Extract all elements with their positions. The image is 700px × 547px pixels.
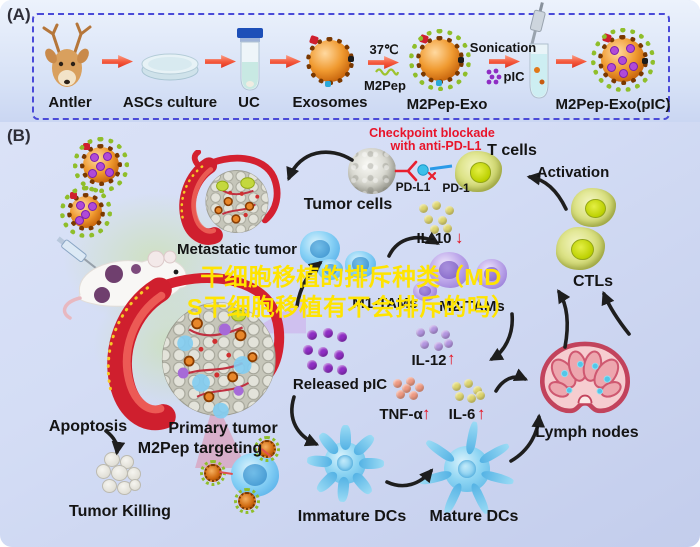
injected-exosome-icon [60, 186, 112, 238]
cell-nucleus [584, 198, 606, 219]
activation-label: Activation [536, 164, 610, 181]
m2pep-targeting-label: M2Pep targeting [137, 440, 263, 457]
lymph-nodes-icon [540, 341, 630, 414]
membrane-protein-blue [325, 81, 331, 87]
ctls-label: CTLs [573, 273, 613, 290]
t-cells-label: T cells [487, 142, 537, 159]
mature-dc-icon [417, 420, 515, 516]
checkpoint-blockade-label-line1: Checkpoint blockade [369, 126, 495, 140]
tnf-a-up-arrow: ↑ [422, 404, 431, 423]
m2pep-peptide-icon [375, 68, 399, 76]
m1-tams-label: M1-TAMs [352, 295, 418, 312]
exosome-icon [306, 34, 354, 87]
immature-dcs-label: Immature DCs [297, 508, 407, 525]
checkpoint-blockade-label-line2: with anti-PD-L1 [390, 139, 482, 153]
watermark-line1: 干细胞移植的排斥种类（MD [200, 264, 502, 290]
m2-tams-label: M2-TAMs [439, 298, 505, 315]
uc-tube-icon [237, 28, 263, 91]
syringe-icon [56, 236, 99, 271]
petri-dish-icon [141, 53, 199, 81]
apoptosis-label: Apoptosis [48, 418, 128, 435]
watermark-text: 干细胞移植的排斥种类（MD S干细胞移植有不会排斥的吗） [170, 262, 532, 322]
pd-1-label: PD-1 [442, 181, 470, 195]
ctl-cell-icon [571, 188, 616, 227]
temp-label: 37℃ [369, 42, 399, 57]
m2-tam-cell [413, 281, 437, 301]
tumor-cells-label: Tumor cells [303, 196, 393, 213]
membrane-protein-black [348, 56, 354, 62]
m2-tam-cell [429, 252, 469, 288]
il-12-label: IL-12 [411, 352, 447, 369]
il-12-up-arrow: ↑ [447, 349, 456, 368]
deer-antler-icon [42, 22, 92, 87]
cell-nucleus [457, 460, 477, 479]
lymph-nodes-label: Lymph nodes [535, 424, 639, 441]
watermark-line2: S干细胞移植有不会排斥的吗） [186, 294, 516, 320]
il-10-down-arrow: ↓ [455, 228, 464, 247]
il-6-label: IL-6 [448, 406, 476, 423]
t-cell-icon [455, 151, 502, 192]
step-label-ascs: ASCs culture [122, 94, 218, 111]
il-6-up-arrow: ↑ [477, 404, 486, 423]
step-label-uc: UC [238, 94, 260, 111]
cell-nucleus [469, 162, 492, 183]
step-label-m2pep-exo: M2Pep-Exo [406, 96, 488, 113]
m1-tam-cell [345, 251, 376, 278]
metastatic-tumor-illustration [179, 150, 281, 245]
m2-tam-cell [476, 259, 507, 289]
pd-l1-pd-1-checkpoint-icon [394, 160, 453, 182]
primary-tumor-label: Primary tumor [168, 420, 278, 437]
panel-a-tag: (A) [7, 5, 31, 24]
mature-dcs-label: Mature DCs [429, 508, 519, 525]
metastatic-tumor-label: Metastatic tumor [176, 241, 298, 258]
panel-b-tag: (B) [7, 126, 31, 145]
mini-exosome-icon [254, 436, 280, 462]
cell-nucleus [336, 455, 354, 472]
step-label-antler: Antler [48, 94, 92, 111]
sonication-label: Sonication [469, 40, 537, 55]
step-label-exosomes: Exosomes [292, 94, 368, 111]
m2pep-exo-pic-icon [591, 28, 655, 92]
pic-dots-icon [486, 68, 502, 85]
ctl-cell-icon [556, 227, 605, 270]
primary-tumor-illustration [106, 273, 306, 469]
released-pic-label: Released pIC [292, 376, 388, 393]
sonication-tube-icon [529, 2, 549, 99]
step-label-m2pep-exo-pic: M2Pep-Exo(pIC) [555, 96, 671, 113]
m1-tam-cell [318, 259, 343, 280]
cell-nucleus [571, 238, 594, 260]
tumor-cell-icon [348, 148, 396, 194]
tnf-a-label: TNF-α [379, 406, 423, 423]
immature-dc-icon [306, 425, 384, 503]
pd-l1-label: PD-L1 [395, 180, 431, 194]
pic-label: pIC [503, 69, 525, 84]
mini-exosome-icon [234, 488, 260, 514]
tumor-killing-label: Tumor Killing [69, 503, 171, 520]
panel-a-dashed-border [32, 13, 670, 120]
m2pep-exo-icon [409, 29, 471, 91]
m2pep-label: M2Pep [364, 78, 406, 93]
apoptotic-cell-icon [96, 450, 142, 496]
il-10-label: IL-10 [416, 230, 452, 247]
